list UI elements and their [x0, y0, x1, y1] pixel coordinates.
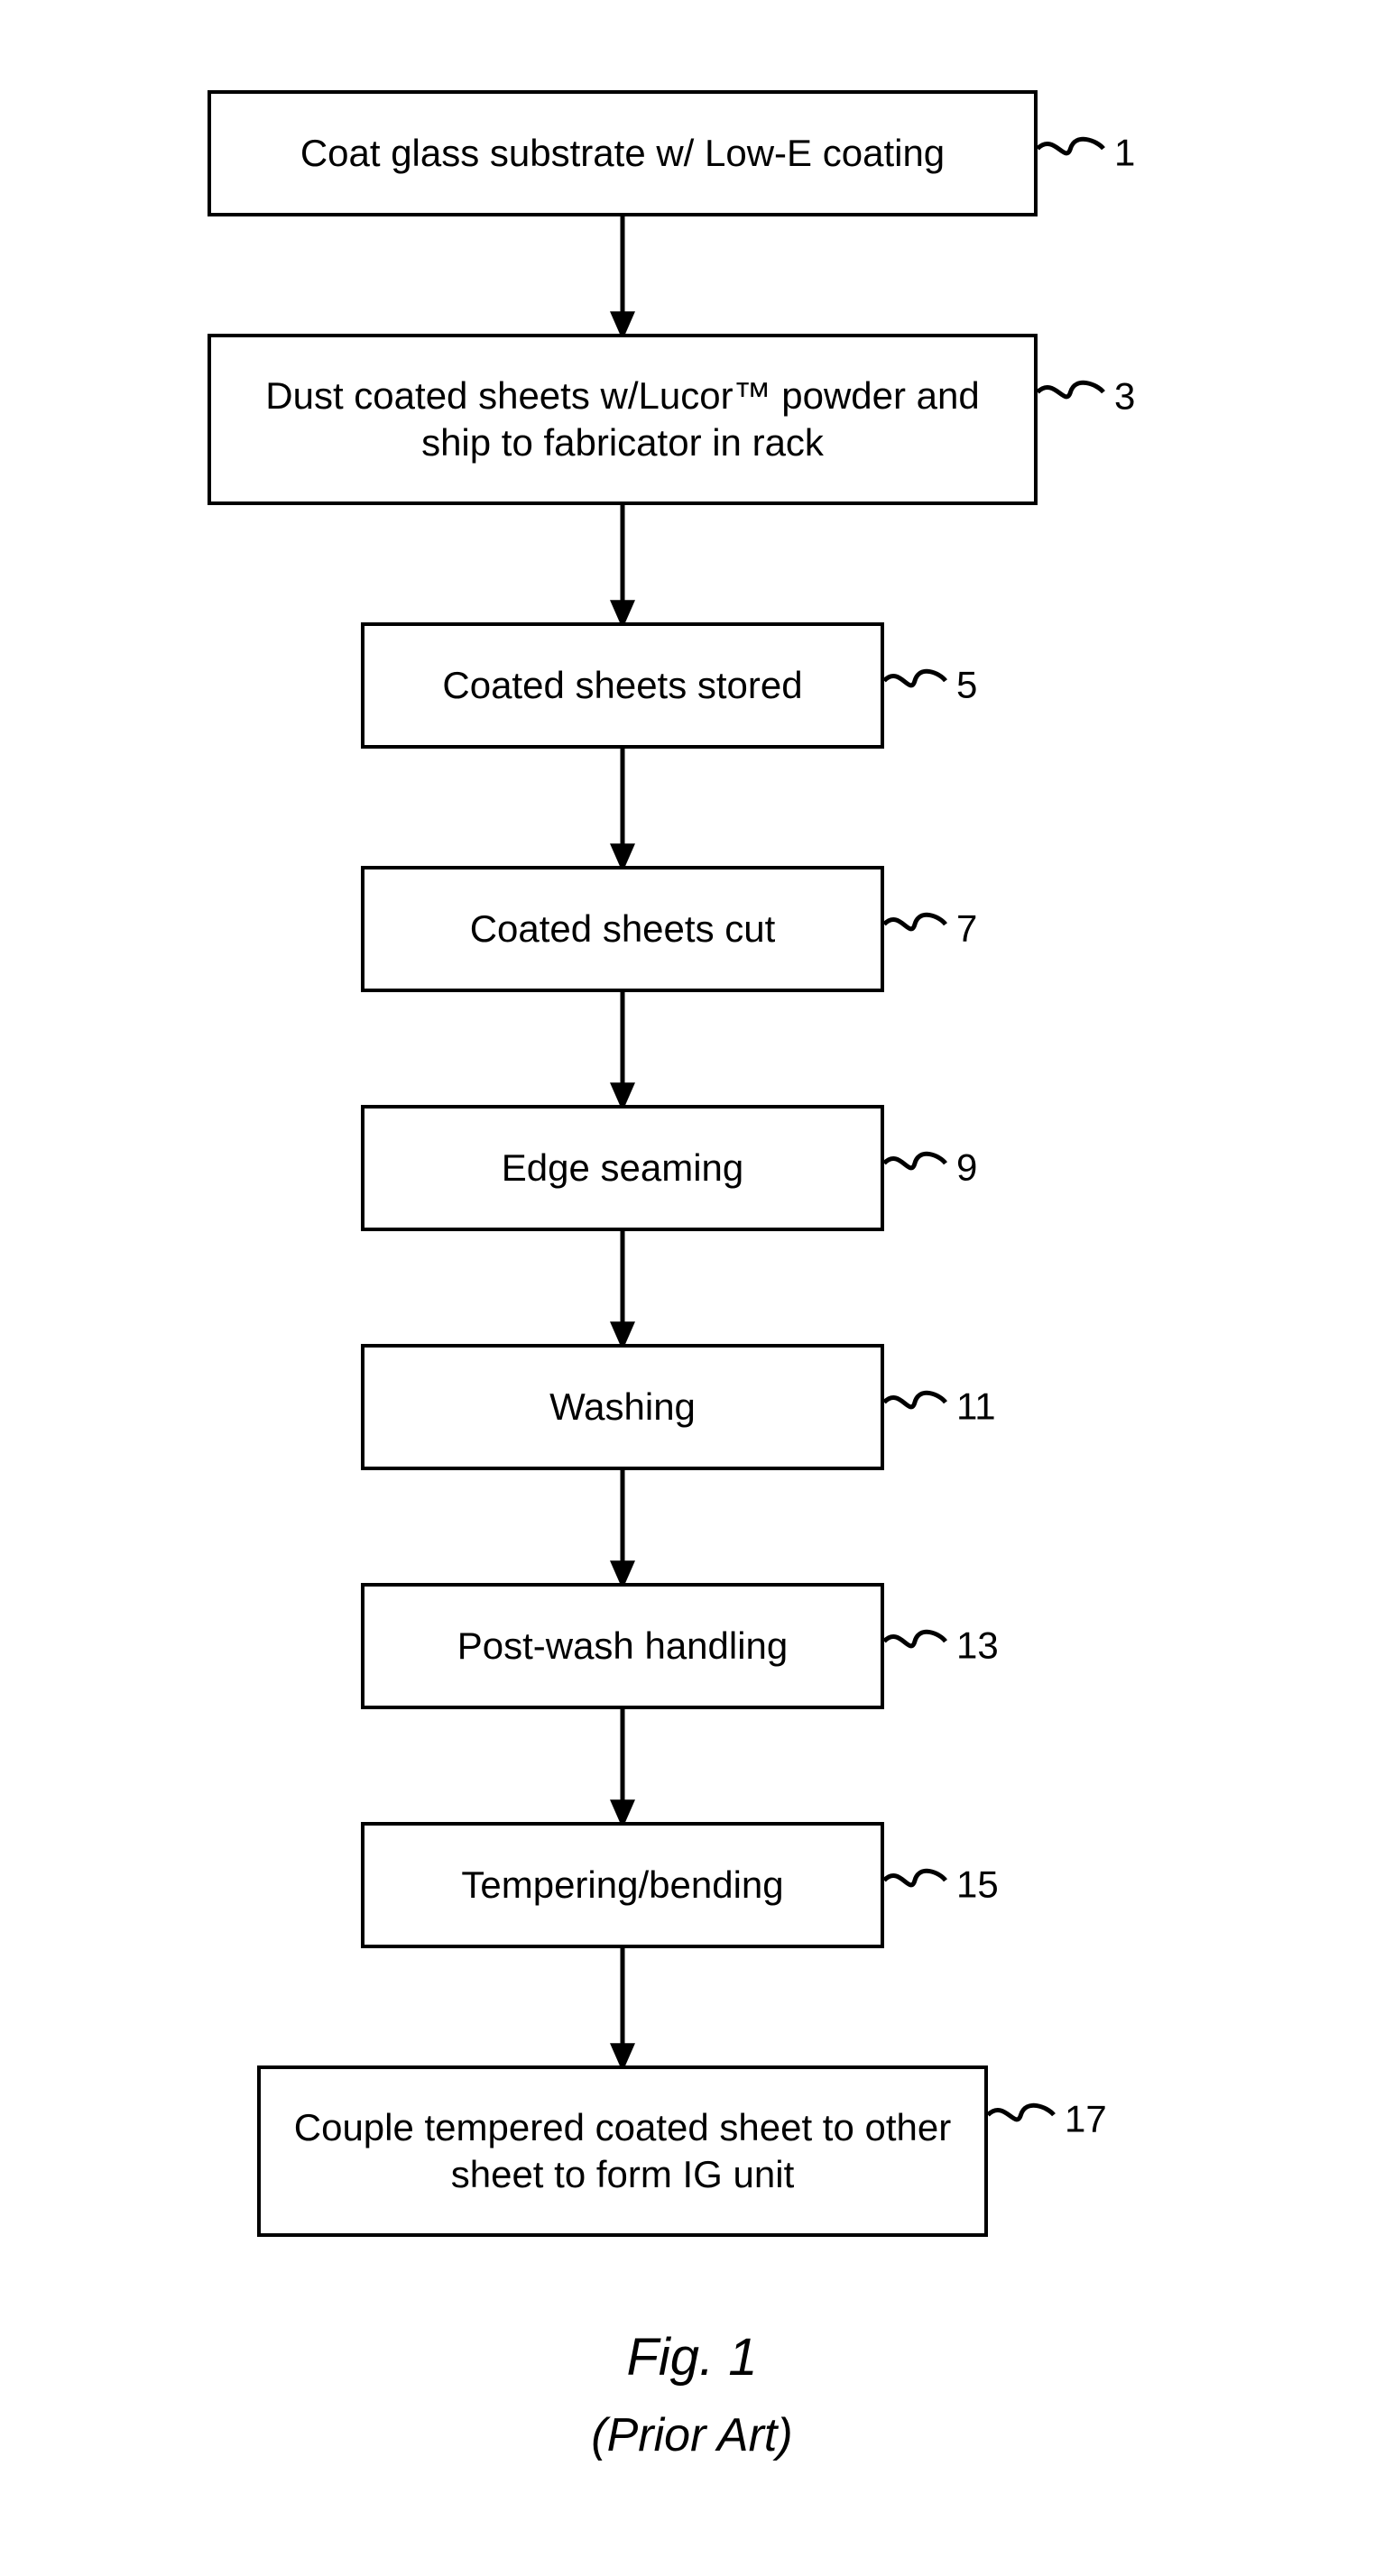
node-ref-number: 7 [956, 907, 977, 950]
leader-line [1038, 382, 1103, 397]
leader-line [884, 1154, 946, 1168]
leader-line [884, 915, 946, 929]
node-ref-number: 1 [1114, 132, 1135, 174]
figure-caption-line1: Fig. 1 [0, 2327, 1384, 2387]
leader-line [884, 671, 946, 685]
node-ref-number: 15 [956, 1863, 999, 1906]
leader-line [1038, 139, 1103, 153]
flow-node-text: Edge seaming [390, 1145, 855, 1192]
node-ref-number: 5 [956, 664, 977, 706]
node-ref-number: 11 [956, 1385, 996, 1428]
flow-node-7: Coated sheets cut [361, 866, 884, 992]
flow-node-11: Washing [361, 1344, 884, 1470]
node-ref-number: 9 [956, 1146, 977, 1189]
flow-node-5: Coated sheets stored [361, 622, 884, 749]
leader-line [884, 1632, 946, 1646]
flow-node-text: Coated sheets cut [390, 906, 855, 953]
node-ref-number: 3 [1114, 375, 1135, 418]
flowchart-canvas: 1357911131517 Coat glass substrate w/ Lo… [0, 0, 1384, 2576]
flow-node-17: Couple tempered coated sheet to other sh… [257, 2065, 988, 2237]
flow-node-text: Dust coated sheets w/Lucor™ powder and s… [236, 373, 1009, 467]
flow-node-text: Coated sheets stored [390, 662, 855, 710]
flow-node-15: Tempering/bending [361, 1822, 884, 1948]
flow-node-3: Dust coated sheets w/Lucor™ powder and s… [208, 334, 1038, 505]
flow-node-text: Tempering/bending [390, 1862, 855, 1909]
node-ref-number: 13 [956, 1624, 999, 1667]
flow-node-1: Coat glass substrate w/ Low-E coating [208, 90, 1038, 216]
leader-line [884, 1871, 946, 1885]
flow-node-text: Coat glass substrate w/ Low-E coating [236, 130, 1009, 178]
leader-line [884, 1393, 946, 1407]
flow-node-13: Post-wash handling [361, 1583, 884, 1709]
flow-node-text: Couple tempered coated sheet to other sh… [286, 2104, 959, 2199]
node-ref-number: 17 [1065, 2098, 1107, 2140]
flow-node-text: Post-wash handling [390, 1623, 855, 1670]
figure-caption-line2: (Prior Art) [0, 2408, 1384, 2462]
flow-node-text: Washing [390, 1384, 855, 1431]
flow-node-9: Edge seaming [361, 1105, 884, 1231]
leader-line [988, 2105, 1054, 2120]
